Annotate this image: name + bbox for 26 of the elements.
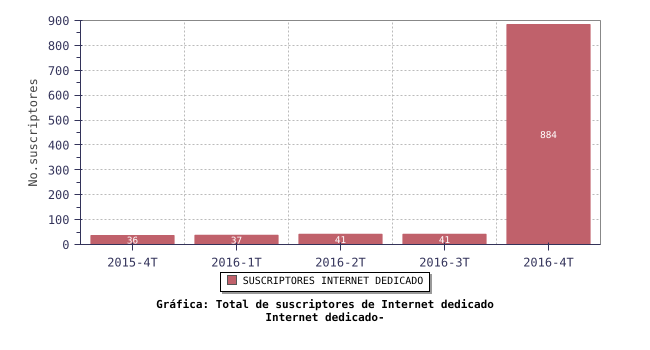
x-tick-label: 2016-3T xyxy=(419,256,470,270)
data-label: 41 xyxy=(438,234,450,246)
y-tick-label: 900 xyxy=(48,14,70,28)
text: Internet dedicado- xyxy=(265,311,385,324)
y-tick-label: 500 xyxy=(48,114,70,128)
x-tick-label: 2015-4T xyxy=(107,256,158,270)
y-axis-title: No.suscriptores xyxy=(26,78,40,187)
y-tick-label: 100 xyxy=(48,213,70,228)
legend-label: SUSCRIPTORES INTERNET DEDICADO xyxy=(220,272,430,292)
x-tick-label: 2016-4T xyxy=(523,256,574,270)
y-tick-label: 400 xyxy=(48,138,70,152)
y-tick-label: 200 xyxy=(48,188,70,202)
data-label: 36 xyxy=(126,236,138,247)
y-tick-label: 800 xyxy=(48,38,70,53)
bar xyxy=(90,235,175,244)
x-tick-label: 2016-1T xyxy=(211,256,262,270)
bar xyxy=(506,24,591,244)
data-label: 37 xyxy=(230,235,242,246)
y-tick-label: 600 xyxy=(48,88,70,103)
y-tick-label: 0 xyxy=(62,238,70,252)
data-label: 41 xyxy=(334,234,346,246)
x-tick-label: 2016-2T xyxy=(315,256,366,270)
text: Gráfica: Total de suscriptores de Internet dedicado xyxy=(156,298,494,311)
data-label: 884 xyxy=(540,130,558,141)
y-tick-label: 700 xyxy=(48,64,70,78)
y-tick-label: 300 xyxy=(48,163,70,178)
